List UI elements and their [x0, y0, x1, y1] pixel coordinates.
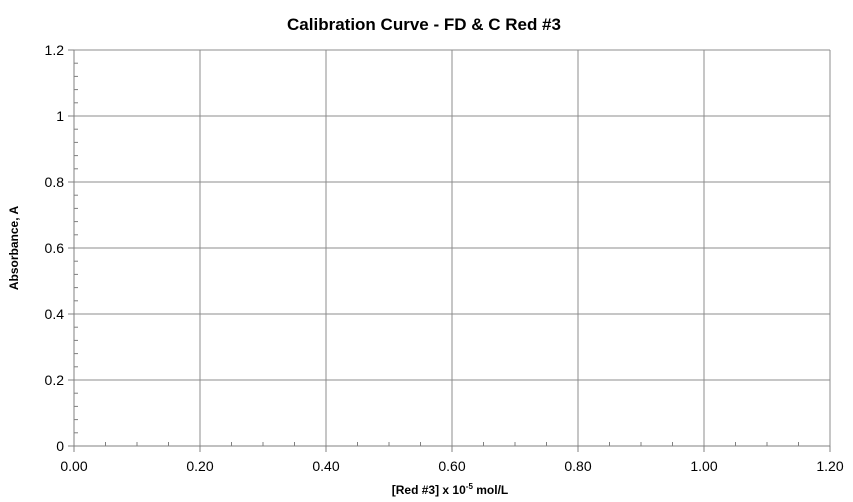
x-tick-label: 0.40 [312, 458, 339, 474]
grid-lines [74, 50, 830, 446]
y-tick-label: 1 [56, 108, 64, 124]
x-tick-label: 0.20 [186, 458, 213, 474]
y-tick-label: 0.4 [45, 306, 65, 322]
y-tick-label: 1.2 [45, 42, 65, 58]
x-tick-label: 1.00 [690, 458, 717, 474]
y-tick-label: 0 [56, 438, 64, 454]
y-tick-label: 0.8 [45, 174, 65, 190]
axes [68, 50, 830, 452]
x-tick-label: 0.80 [564, 458, 591, 474]
x-tick-label: 0.00 [60, 458, 87, 474]
x-axis-title: [Red #3] x 10-5 mol/L [392, 482, 509, 497]
chart-title: Calibration Curve - FD & C Red #3 [287, 15, 561, 34]
x-axis-title-prefix: [Red #3] x 10 [392, 483, 466, 497]
y-tick-label: 0.2 [45, 372, 65, 388]
y-tick-label: 0.6 [45, 240, 65, 256]
tick-labels: 0 0.2 0.4 0.6 0.8 1 1.2 0.00 0.20 0.40 0.60 0.80 1.0… [45, 42, 844, 474]
x-tick-label: 1.20 [816, 458, 843, 474]
y-axis-title: Absorbance, A [7, 206, 21, 291]
x-tick-label: 0.60 [438, 458, 465, 474]
x-axis-title-suffix: mol/L [473, 483, 508, 497]
